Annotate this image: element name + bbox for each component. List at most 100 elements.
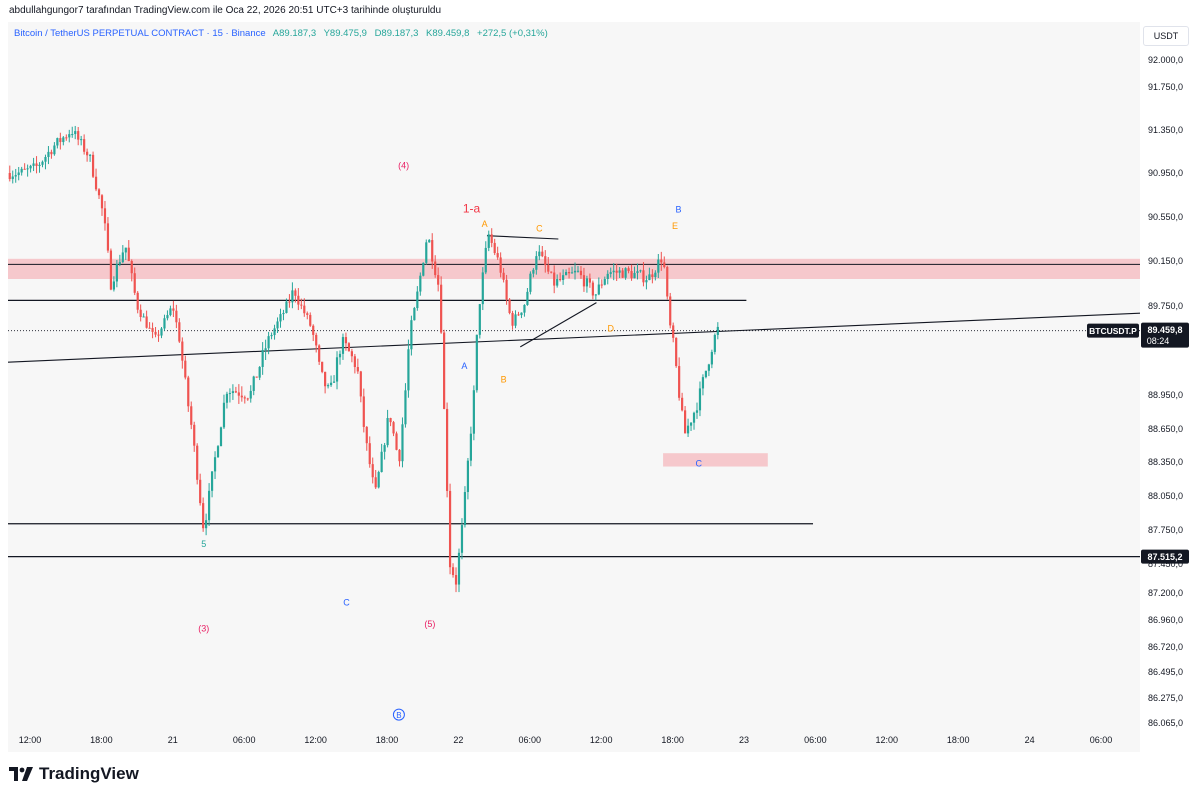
price-tick-label: 86.275,0 [1148,693,1183,703]
price-tick-label: 92.000,0 [1148,55,1183,65]
wave-label-5: E [672,221,678,231]
candle-body [228,393,232,395]
ohlc-change: +272,5 (+0,31%) [477,28,548,39]
candle-body [660,259,663,263]
candle-body [88,154,92,156]
ohlc-high: Y89.475,9 [323,28,367,39]
wave-circle-marker [392,708,405,721]
price-tick-label: 86.960,0 [1148,615,1183,625]
candle-body [306,313,309,315]
tradingview-brand: TradingView [39,764,139,783]
candle-body [710,351,713,365]
candle-body [213,457,217,472]
current-symbol-label: BTCUSDT.P [1089,326,1137,336]
candle-body [115,264,118,282]
candle-body [231,391,234,394]
candle-body [335,357,339,382]
candle-body [695,410,699,413]
time-tick-label: 18:00 [376,735,399,745]
price-tick-label: 86.065,0 [1148,718,1183,728]
price-tick-label: 89.750,0 [1148,301,1183,311]
candle-body [612,270,615,273]
candle-body [597,284,600,295]
candle-body [576,270,580,272]
candle-body [692,412,696,423]
candle-body [686,425,690,434]
time-tick-label: 12:00 [19,735,42,745]
ohlc-low: D89.187,3 [374,28,419,39]
current-price-tag [1141,322,1189,348]
candle-body [151,328,154,332]
candle-body [300,304,303,306]
candle-body [585,278,589,287]
candle-body [225,393,229,403]
candle-body [80,139,83,141]
wave-label-13: (5) [424,619,435,629]
candle-body [716,326,719,335]
candle-body [380,451,383,473]
candle-body [94,176,98,190]
candle-body [56,138,59,146]
price-tick-label: 88.050,0 [1148,491,1183,501]
candle-body [324,371,327,387]
candle-body [270,335,273,337]
candle-body [154,331,157,335]
candle-body [288,301,291,303]
candle-body [365,426,368,444]
candle-body [404,390,407,425]
candle-body [410,320,413,350]
time-tick-label: 22 [453,735,463,745]
candle-body [219,427,223,447]
chart-pane[interactable] [8,22,1192,752]
wave-label-1: 1-a [463,202,481,216]
candle-body [202,503,205,529]
time-tick-label: 06:00 [804,735,827,745]
candle-body [172,308,175,311]
candle-body [318,345,321,362]
wave-label-0: (4) [398,161,409,171]
tradingview-logo: TradingView [9,764,139,784]
candle-body [136,292,139,310]
candle-body [606,273,609,280]
candle-body [74,131,77,135]
candle-body [639,270,642,272]
price-axis[interactable] [1140,22,1192,752]
candle-body [166,315,169,319]
candle-body [26,168,29,170]
candle-body [416,291,419,309]
candle-body [139,309,142,317]
candle-body [8,173,11,180]
candle-body [261,350,264,367]
wave-label-4: B [676,205,682,215]
candle-body [591,282,594,296]
currency-unit-button[interactable]: USDT [1143,26,1189,46]
candle-body [368,443,371,465]
candle-body [175,310,178,323]
price-tick-label: 86.495,0 [1148,667,1183,677]
candle-body [359,371,362,397]
price-tick-label: 87.200,0 [1148,588,1183,598]
candle-body [603,279,606,285]
candle-body [350,351,353,357]
candle-body [636,271,639,273]
candle-body [434,261,437,276]
candle-body [23,168,26,170]
candle-body [621,270,624,278]
candle-body [511,312,514,326]
candle-body [627,268,630,272]
candle-body [184,360,187,378]
candle-body [222,402,226,428]
time-tick-label: 24 [1025,735,1035,745]
candle-body [157,334,160,336]
candle-body [50,151,53,155]
candle-body [422,262,425,276]
candle-body [689,422,693,426]
candle-body [651,274,654,278]
candle-body [97,189,101,196]
ohlc-close: K89.459,8 [426,28,470,39]
candle-body [145,316,148,328]
candle-body [11,176,14,180]
candle-body [499,257,502,273]
